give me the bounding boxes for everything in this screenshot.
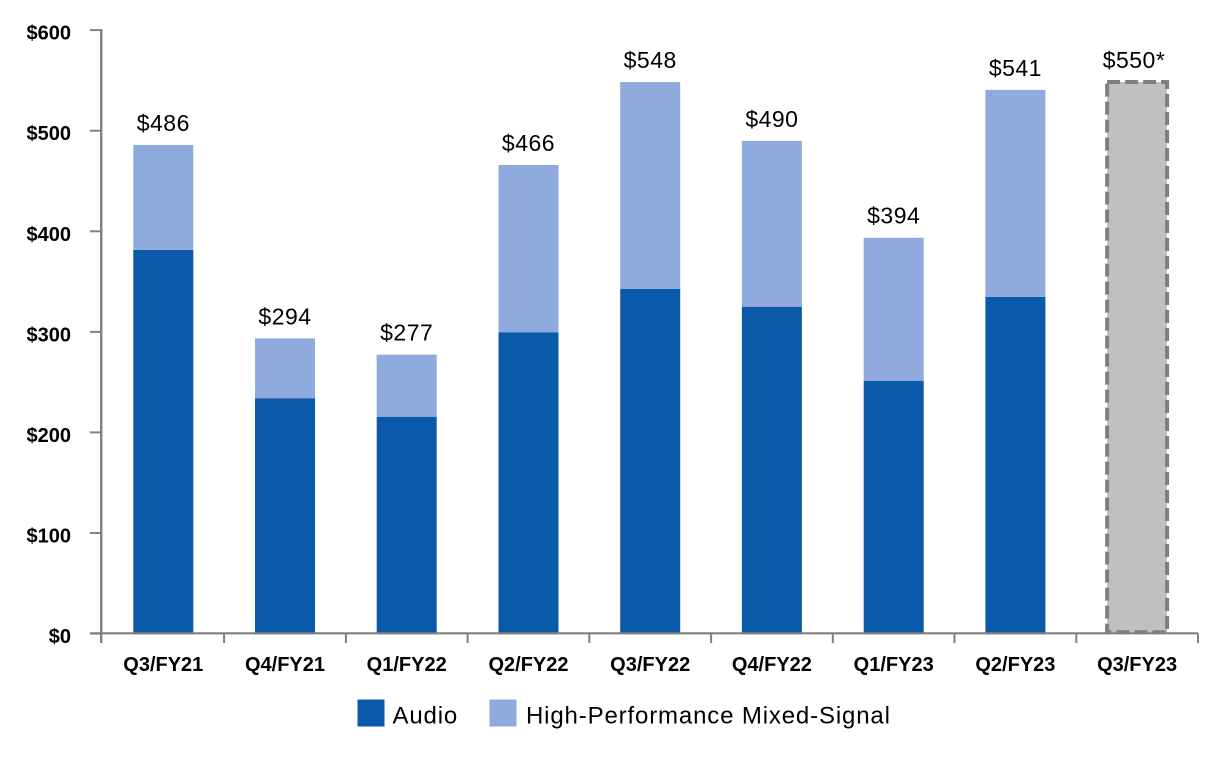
svg-text:$486: $486: [137, 110, 190, 136]
svg-text:Q3/FY21: Q3/FY21: [123, 654, 203, 676]
svg-text:$100: $100: [27, 526, 72, 548]
svg-text:$466: $466: [502, 130, 555, 156]
svg-text:$394: $394: [867, 203, 920, 229]
svg-text:$550*: $550*: [1103, 47, 1166, 73]
svg-text:$277: $277: [380, 320, 433, 346]
svg-text:Q1/FY23: Q1/FY23: [854, 654, 934, 676]
svg-text:$600: $600: [27, 23, 72, 45]
svg-text:$0: $0: [49, 626, 71, 648]
svg-text:Q4/FY22: Q4/FY22: [732, 654, 812, 676]
svg-text:Q4/FY21: Q4/FY21: [245, 654, 325, 676]
svg-text:$300: $300: [27, 324, 72, 346]
svg-text:$548: $548: [624, 47, 677, 73]
svg-text:$294: $294: [258, 303, 311, 329]
svg-text:$200: $200: [27, 425, 72, 447]
svg-text:Q2/FY22: Q2/FY22: [488, 654, 568, 676]
svg-text:Q3/FY22: Q3/FY22: [610, 654, 690, 676]
svg-text:Q3/FY23: Q3/FY23: [1097, 654, 1177, 676]
svg-text:Q1/FY22: Q1/FY22: [367, 654, 447, 676]
svg-text:$490: $490: [745, 106, 798, 132]
svg-text:Audio: Audio: [393, 703, 459, 730]
svg-text:$400: $400: [27, 224, 72, 246]
svg-text:Q2/FY23: Q2/FY23: [975, 654, 1055, 676]
svg-text:$500: $500: [27, 123, 72, 145]
svg-text:$541: $541: [989, 55, 1042, 81]
svg-text:High-Performance Mixed-Signal: High-Performance Mixed-Signal: [526, 703, 891, 730]
